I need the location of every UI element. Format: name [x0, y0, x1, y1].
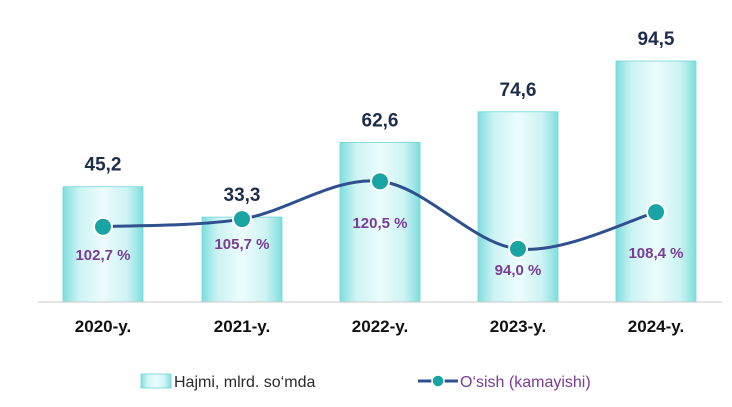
growth-point [93, 216, 113, 237]
growth-point [508, 238, 528, 259]
legend-line-marker [431, 374, 445, 388]
legend: Hajmi, mlrd. so‘mda O‘sish (kamayishi) [140, 373, 591, 391]
bar [615, 60, 697, 303]
growth-point [646, 202, 666, 223]
x-tick-label: 2021-y. [214, 317, 270, 336]
bar-value-label: 94,5 [638, 29, 675, 50]
x-tick-label: 2024-y. [628, 317, 684, 336]
legend-item-bars: Hajmi, mlrd. so‘mda [140, 373, 315, 391]
bar [62, 186, 144, 303]
x-tick-label: 2023-y. [490, 317, 546, 336]
bar [339, 141, 421, 303]
growth-value-label: 120,5 % [352, 215, 407, 232]
bar-value-label: 62,6 [362, 110, 399, 131]
legend-line-label: O‘sish (kamayishi) [460, 374, 591, 391]
growth-point [370, 171, 390, 192]
legend-bar-label: Hajmi, mlrd. so‘mda [174, 374, 315, 391]
growth-point [232, 209, 252, 230]
bar [477, 111, 559, 303]
x-tick-label: 2020-y. [75, 317, 131, 336]
bar-value-label: 45,2 [85, 155, 122, 176]
bar [201, 216, 283, 303]
growth-value-label: 102,7 % [75, 247, 130, 264]
bar-value-label: 33,3 [224, 185, 261, 206]
legend-bar-swatch [140, 373, 172, 389]
growth-value-label: 105,7 % [214, 236, 269, 253]
legend-item-line: O‘sish (kamayishi) [418, 374, 591, 391]
x-tick-label: 2022-y. [352, 317, 408, 336]
growth-value-label: 94,0 % [495, 262, 542, 279]
growth-value-label: 108,4 % [628, 245, 683, 262]
bar-value-label: 74,6 [500, 80, 537, 101]
